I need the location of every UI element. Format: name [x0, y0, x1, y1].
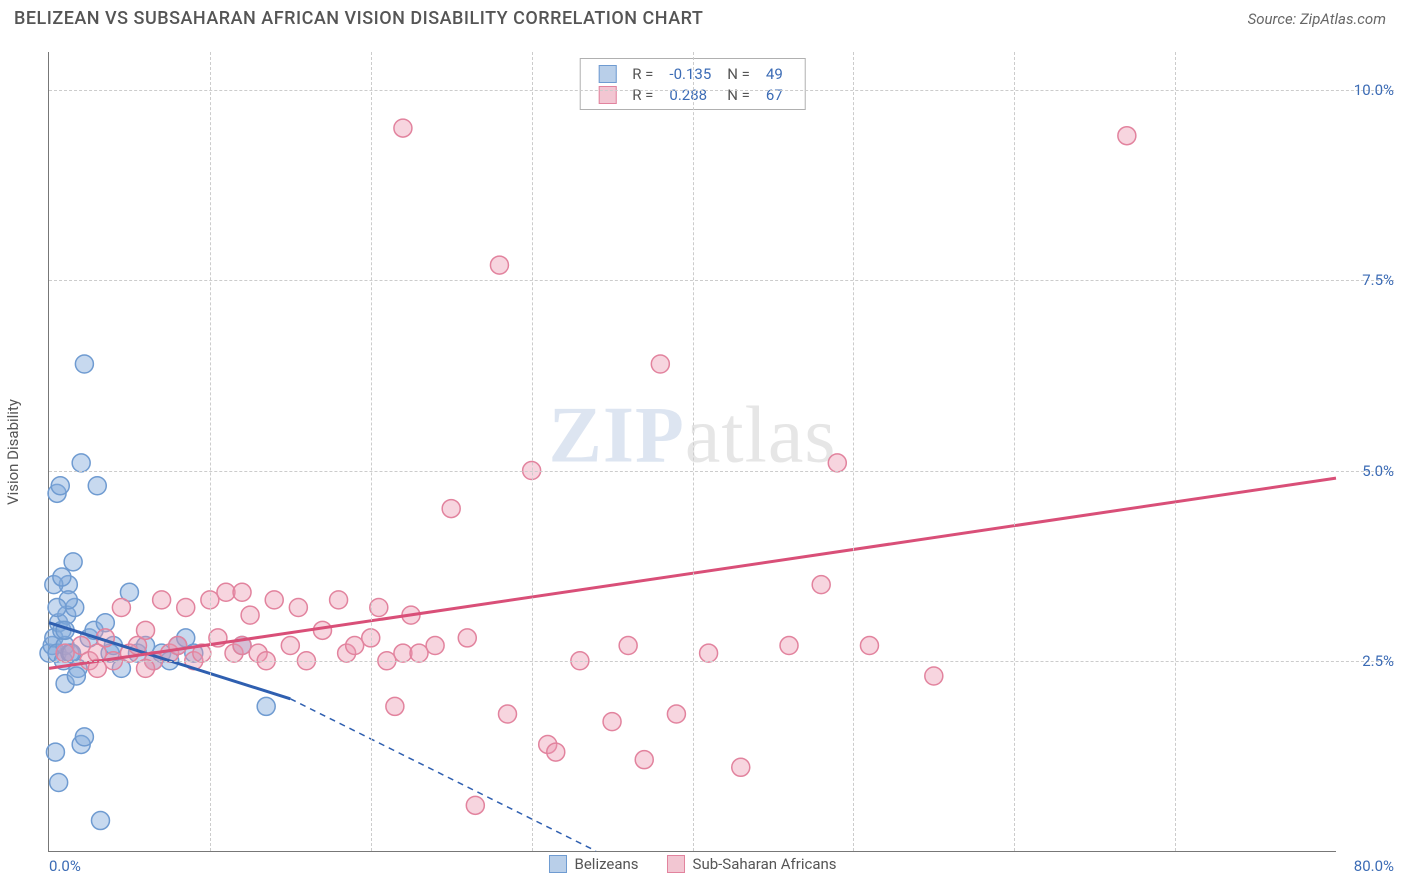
legend-swatch	[667, 855, 685, 873]
subsaharan-point	[137, 621, 155, 639]
gridline-v	[1175, 52, 1176, 851]
gridline-h	[49, 280, 1394, 281]
series-legend: Belizeans Sub-Saharan Africans	[548, 855, 836, 873]
gridline-v	[532, 52, 533, 851]
legend-swatch	[548, 855, 566, 873]
subsaharan-point	[466, 796, 484, 814]
legend-item-subsaharan: Sub-Saharan Africans	[667, 855, 837, 873]
subsaharan-point	[458, 629, 476, 647]
subsaharan-point	[667, 705, 685, 723]
y-tick-label: 10.0%	[1340, 81, 1394, 99]
x-tick-label: 80.0%	[1354, 857, 1394, 875]
subsaharan-point	[410, 644, 428, 662]
gridline-v	[853, 52, 854, 851]
belizeans-point	[75, 728, 93, 746]
subsaharan-point	[177, 598, 195, 616]
belizeans-point	[48, 598, 66, 616]
y-axis-label: Vision Disability	[4, 399, 22, 505]
subsaharan-point	[860, 637, 878, 655]
y-tick-label: 7.5%	[1340, 271, 1394, 289]
legend-n-label: N =	[719, 63, 758, 84]
subsaharan-point	[112, 598, 130, 616]
gridline-v	[210, 52, 211, 851]
subsaharan-point	[346, 637, 364, 655]
subsaharan-point	[651, 355, 669, 373]
subsaharan-point	[490, 256, 508, 274]
subsaharan-point	[265, 591, 283, 609]
subsaharan-point	[370, 598, 388, 616]
subsaharan-point	[330, 591, 348, 609]
legend-r-value: -0.135	[661, 63, 719, 84]
subsaharan-point	[498, 705, 516, 723]
belizeans-point	[91, 812, 109, 830]
gridline-h	[49, 90, 1394, 91]
legend-n-value: 67	[758, 84, 791, 105]
gridline-v	[371, 52, 372, 851]
legend-swatch	[598, 86, 616, 104]
belizeans-point	[64, 553, 82, 571]
subsaharan-point	[169, 637, 187, 655]
subsaharan-point	[386, 697, 404, 715]
x-tick-label: 0.0%	[49, 857, 81, 875]
subsaharan-point	[1118, 127, 1136, 145]
belizeans-trendline-extrapolated	[290, 699, 596, 851]
subsaharan-point	[394, 644, 412, 662]
subsaharan-point	[635, 751, 653, 769]
subsaharan-point	[394, 119, 412, 137]
subsaharan-point	[812, 576, 830, 594]
legend-n-label: N =	[719, 84, 758, 105]
gridline-v	[1014, 52, 1015, 851]
belizeans-point	[88, 477, 106, 495]
subsaharan-point	[281, 637, 299, 655]
scatter-chart: Vision Disability ZIPatlas R =-0.135N =4…	[48, 52, 1336, 852]
legend-r-label: R =	[624, 63, 661, 84]
gridline-v	[693, 52, 694, 851]
subsaharan-point	[700, 644, 718, 662]
legend-swatch	[598, 65, 616, 83]
belizeans-point	[51, 477, 69, 495]
subsaharan-point	[603, 713, 621, 731]
subsaharan-point	[925, 667, 943, 685]
legend-n-value: 49	[758, 63, 791, 84]
subsaharan-point	[137, 659, 155, 677]
legend-row-subsaharan: R =0.288N =67	[590, 84, 791, 105]
belizeans-point	[75, 355, 93, 373]
belizeans-point	[53, 568, 71, 586]
legend-label: Sub-Saharan Africans	[693, 855, 837, 873]
source-label: Source: ZipAtlas.com	[1248, 10, 1386, 28]
belizeans-point	[50, 774, 68, 792]
legend-label: Belizeans	[574, 855, 638, 873]
belizeans-point	[67, 667, 85, 685]
y-tick-label: 2.5%	[1340, 652, 1394, 670]
subsaharan-point	[289, 598, 307, 616]
subsaharan-point	[547, 743, 565, 761]
subsaharan-point	[153, 591, 171, 609]
belizeans-point	[257, 697, 275, 715]
subsaharan-point	[56, 644, 74, 662]
chart-title: BELIZEAN VS SUBSAHARAN AFRICAN VISION DI…	[14, 8, 703, 29]
legend-item-belizeans: Belizeans	[548, 855, 638, 873]
subsaharan-point	[442, 500, 460, 518]
legend-row-belizeans: R =-0.135N =49	[590, 63, 791, 84]
legend-r-label: R =	[624, 84, 661, 105]
subsaharan-point	[426, 637, 444, 655]
belizeans-point	[46, 743, 64, 761]
subsaharan-point	[780, 637, 798, 655]
subsaharan-point	[619, 637, 637, 655]
subsaharan-point	[732, 758, 750, 776]
subsaharan-point	[233, 583, 251, 601]
gridline-h	[49, 661, 1394, 662]
legend-r-value: 0.288	[661, 84, 719, 105]
y-tick-label: 5.0%	[1340, 462, 1394, 480]
gridline-h	[49, 471, 1394, 472]
subsaharan-point	[828, 454, 846, 472]
subsaharan-point	[241, 606, 259, 624]
subsaharan-point	[217, 583, 235, 601]
belizeans-point	[72, 454, 90, 472]
